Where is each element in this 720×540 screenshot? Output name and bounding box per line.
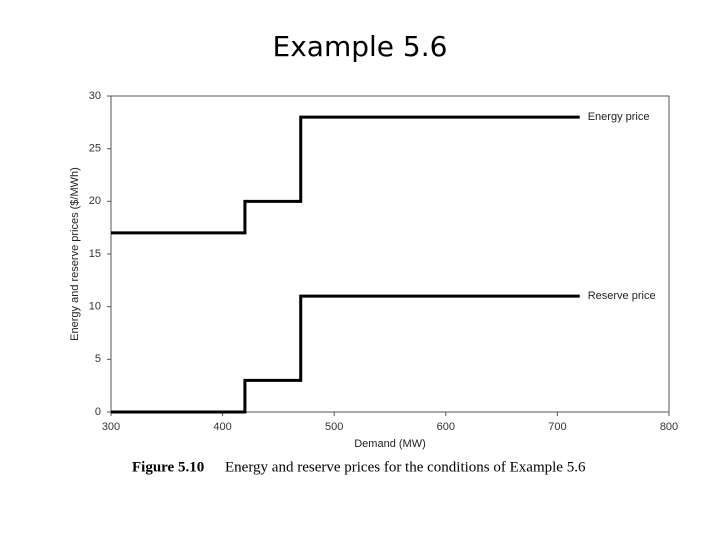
series-line xyxy=(111,294,580,414)
x-tick-label: 300 xyxy=(102,421,120,433)
x-tick-label: 700 xyxy=(548,421,566,433)
series-label: Reserve price xyxy=(588,290,656,302)
plot-frame xyxy=(110,95,670,413)
y-tick-label: 20 xyxy=(89,195,101,207)
slide-title: Example 5.6 xyxy=(273,30,448,63)
series-line xyxy=(111,115,580,235)
y-tick-label: 15 xyxy=(89,248,101,260)
x-axis-label: Demand (MW) xyxy=(354,438,426,450)
y-tick-label: 30 xyxy=(89,90,101,102)
x-tick-label: 500 xyxy=(325,421,343,433)
caption-label: Figure 5.10 xyxy=(132,459,204,475)
y-tick-label: 10 xyxy=(89,301,101,313)
y-tick-label: 25 xyxy=(89,143,101,155)
y-tick-label: 0 xyxy=(95,406,101,418)
series-label: Energy price xyxy=(588,111,650,123)
x-tick-label: 600 xyxy=(437,421,455,433)
y-axis-label: Energy and reserve prices ($/MWh) xyxy=(69,167,81,341)
caption: Energy and reserve prices for the condit… xyxy=(225,459,586,475)
x-tick-label: 800 xyxy=(660,421,678,433)
y-tick-label: 5 xyxy=(95,353,101,365)
x-tick-label: 400 xyxy=(213,421,231,433)
